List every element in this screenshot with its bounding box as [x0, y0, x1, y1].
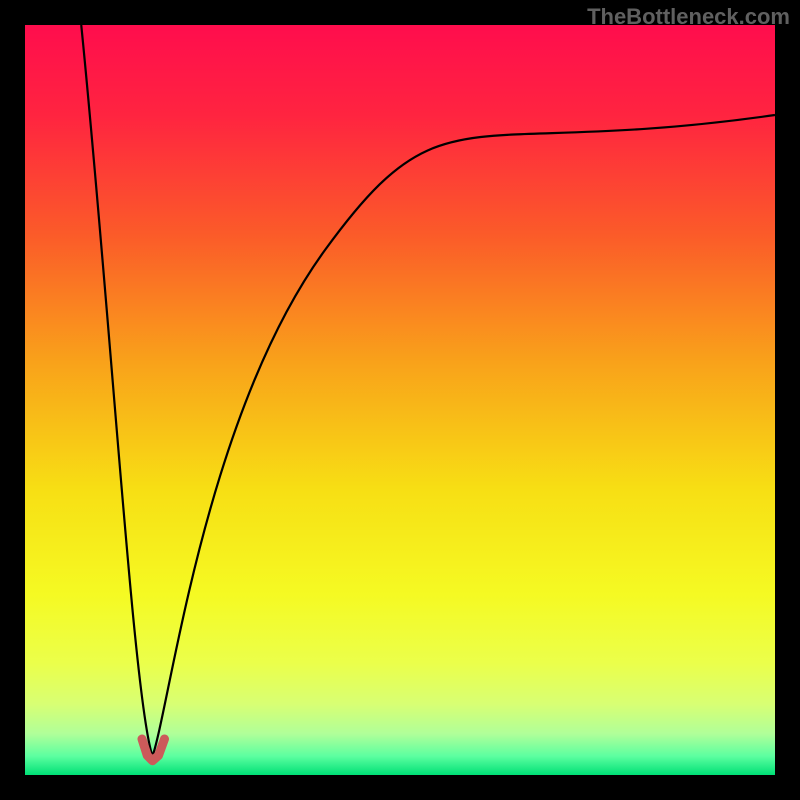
- chart-svg: [0, 0, 800, 800]
- chart-container: { "watermark": { "text": "TheBottleneck.…: [0, 0, 800, 800]
- watermark-text: TheBottleneck.com: [587, 4, 790, 30]
